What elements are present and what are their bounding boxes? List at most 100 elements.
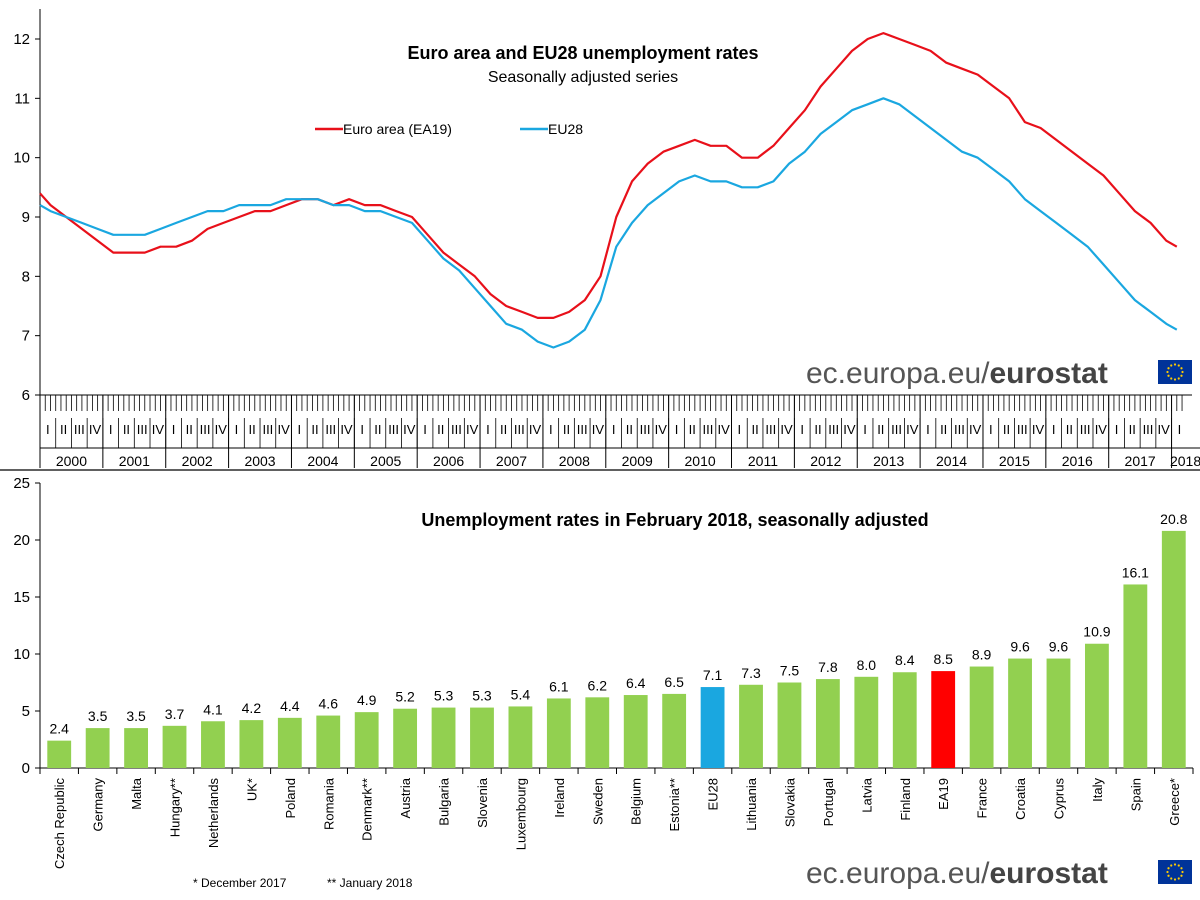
category-label: France <box>975 778 990 818</box>
x-year-label: 2002 <box>182 453 213 469</box>
x-quarter-label: IV <box>403 422 416 437</box>
watermark-domain: ec.europa.eu/ <box>806 857 990 890</box>
value-label: 4.1 <box>203 701 223 717</box>
x-quarter-label: II <box>60 422 67 437</box>
bar-germany <box>85 728 110 768</box>
x-quarter-label: IV <box>780 422 793 437</box>
eu-star <box>1177 877 1180 880</box>
x-quarter-label: II <box>751 422 758 437</box>
bar-sweden <box>585 697 610 768</box>
x-quarter-label: IV <box>277 422 290 437</box>
value-label: 4.6 <box>319 696 339 712</box>
category-label: Malta <box>129 777 144 810</box>
watermark-bottom: ec.europa.eu/eurostat <box>806 857 1192 890</box>
x-quarter-label: I <box>235 422 239 437</box>
bar-malta <box>124 728 148 768</box>
value-label: 4.9 <box>357 692 377 708</box>
y-tick-label: 10 <box>13 646 30 663</box>
bar-poland <box>277 717 302 768</box>
eu-flag-icon <box>1158 360 1192 384</box>
bar-austria <box>393 708 418 768</box>
category-label: Italy <box>1090 778 1105 802</box>
x-quarter-label: I <box>612 422 616 437</box>
eu-star <box>1167 367 1170 370</box>
category-label: Estonia** <box>667 778 682 831</box>
value-label: 8.9 <box>972 647 992 663</box>
eu-star <box>1170 864 1173 867</box>
footnote-january: ** January 2018 <box>327 876 413 890</box>
value-label: 2.4 <box>49 721 69 737</box>
category-label: Poland <box>283 778 298 818</box>
x-quarter-label: I <box>172 422 176 437</box>
legend-label-eu28: EU28 <box>548 121 583 137</box>
value-label: 10.9 <box>1083 624 1110 640</box>
series-line-ea19 <box>39 32 1178 319</box>
x-quarter-label: II <box>940 422 947 437</box>
eu-star <box>1166 370 1169 374</box>
x-year-label: 2006 <box>433 453 464 469</box>
bar-chart: 0 5 10 15 20 25 2.4 3.5 3.5 3.7 4.1 4.2 4.4 4.6 4.9 5.… <box>13 475 1194 890</box>
eu-star <box>1170 364 1173 367</box>
value-label: 7.8 <box>818 659 838 675</box>
y-tick-label: 9 <box>22 209 30 226</box>
x-year-label: 2003 <box>244 453 275 469</box>
y-tick-label: 20 <box>13 532 30 549</box>
bar-hungary <box>162 725 187 768</box>
category-label: Austria <box>398 777 413 818</box>
x-quarter-label: III <box>1080 422 1091 437</box>
bar-denmark <box>354 712 379 768</box>
x-quarter-label: II <box>1129 422 1136 437</box>
x-quarter-label: IV <box>843 422 856 437</box>
y-tick-label: 6 <box>22 387 30 404</box>
category-label: Slovenia <box>475 777 490 828</box>
eu-star <box>1170 377 1173 380</box>
x-quarter-label: IV <box>969 422 982 437</box>
value-label: 6.5 <box>664 674 684 690</box>
x-quarter-label: II <box>1003 422 1010 437</box>
x-quarter-label: III <box>577 422 588 437</box>
bar-lithuania <box>739 684 763 768</box>
x-quarter-label: III <box>451 422 462 437</box>
category-label: Czech Republic <box>52 778 67 870</box>
x-quarter-label: IV <box>718 422 731 437</box>
watermark-brand: eurostat <box>989 357 1107 390</box>
bar-slovenia <box>470 707 494 768</box>
x-quarter-label: IV <box>655 422 668 437</box>
category-label: Slovakia <box>782 777 797 827</box>
category-label: EA19 <box>936 778 951 810</box>
x-quarter-label: II <box>689 422 696 437</box>
x-quarter-label: II <box>374 422 381 437</box>
bar-belgium <box>623 695 648 768</box>
x-year-label: 2005 <box>370 453 401 469</box>
x-quarter-label: I <box>800 422 804 437</box>
x-quarter-label: IV <box>529 422 542 437</box>
value-label: 3.5 <box>88 708 108 724</box>
eu-star <box>1181 870 1184 874</box>
x-year-label: 2013 <box>873 453 904 469</box>
x-quarter-label: III <box>1143 422 1154 437</box>
value-label: 6.1 <box>549 678 569 694</box>
x-quarter-label: II <box>186 422 193 437</box>
eu-star <box>1167 874 1170 877</box>
value-label: 8.5 <box>933 651 953 667</box>
eu-star <box>1180 367 1183 370</box>
bar-ea19 <box>931 671 956 768</box>
value-label: 5.2 <box>395 689 415 705</box>
x-quarter-label: IV <box>906 422 919 437</box>
value-label: 5.3 <box>472 688 492 704</box>
x-quarter-label: IV <box>466 422 479 437</box>
category-label: Spain <box>1128 778 1143 811</box>
category-label: Denmark** <box>360 778 375 841</box>
category-label: Greece* <box>1167 778 1182 826</box>
x-year-label: 2018 <box>1170 453 1200 469</box>
x-year-label: 2014 <box>936 453 967 469</box>
value-label: 4.2 <box>242 700 262 716</box>
category-label: Romania <box>321 777 336 830</box>
series-group <box>39 32 1178 349</box>
x-year-label: 2009 <box>622 453 653 469</box>
eu-star <box>1180 374 1183 377</box>
bar-luxembourg <box>508 706 533 768</box>
category-label: Lithuania <box>744 777 759 831</box>
x-quarter-label: I <box>926 422 930 437</box>
category-label: Germany <box>91 778 106 832</box>
